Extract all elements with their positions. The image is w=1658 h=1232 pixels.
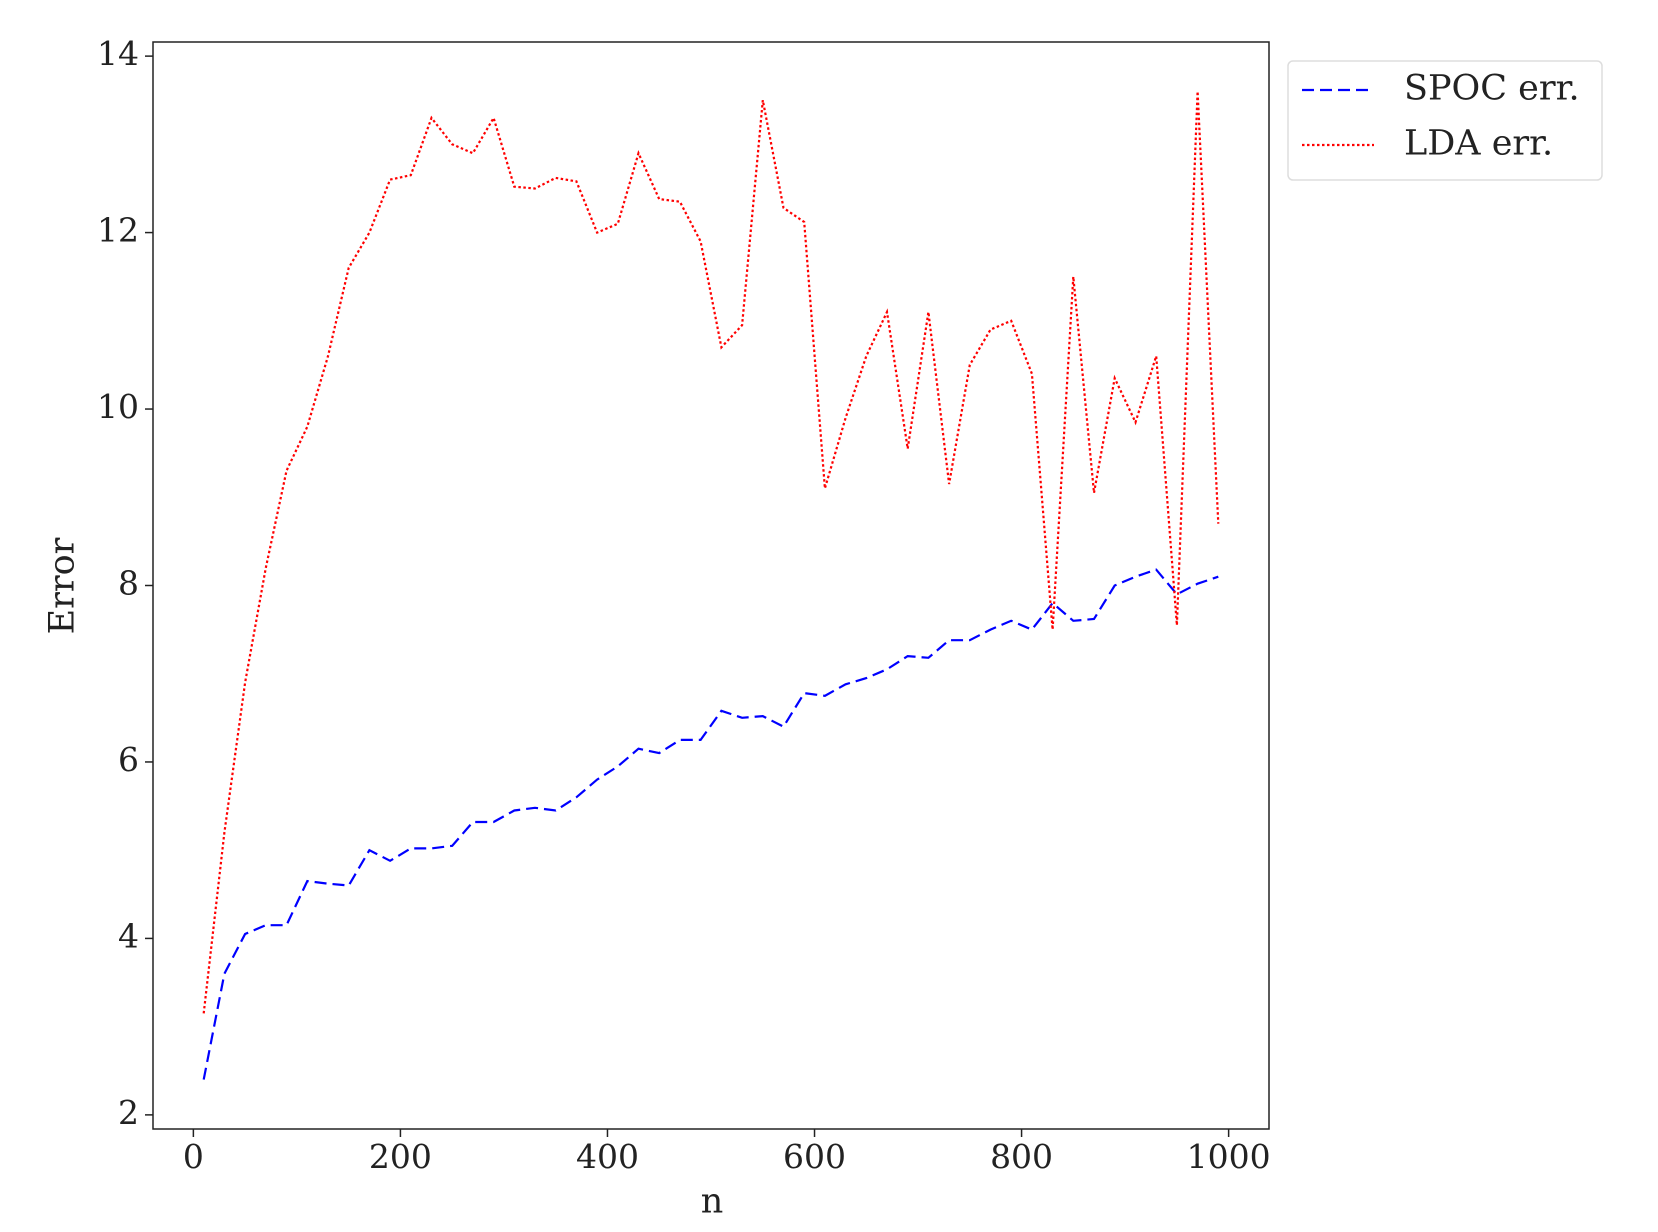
- x-tick-label: 400: [576, 1137, 639, 1176]
- y-tick-label: 10: [97, 387, 139, 426]
- y-tick-label: 12: [97, 211, 139, 250]
- legend-label: SPOC err.: [1404, 69, 1580, 109]
- y-tick-label: 8: [118, 564, 139, 603]
- x-tick-label: 0: [183, 1137, 204, 1176]
- y-tick-label: 14: [97, 34, 139, 73]
- legend-label: LDA err.: [1404, 124, 1553, 164]
- series-line: [202, 568, 1219, 1080]
- x-tick-label: 600: [783, 1137, 846, 1176]
- y-axis-label: Error: [43, 537, 83, 634]
- x-tick-label: 1000: [1187, 1137, 1271, 1176]
- y-tick-label: 4: [118, 916, 139, 955]
- series-line: [202, 91, 1220, 1014]
- y-tick-label: 6: [118, 740, 139, 779]
- x-tick-label: 800: [990, 1137, 1053, 1176]
- y-tick-label: 2: [118, 1093, 139, 1132]
- x-axis-label: n: [701, 1182, 724, 1222]
- x-tick-label: 200: [369, 1137, 432, 1176]
